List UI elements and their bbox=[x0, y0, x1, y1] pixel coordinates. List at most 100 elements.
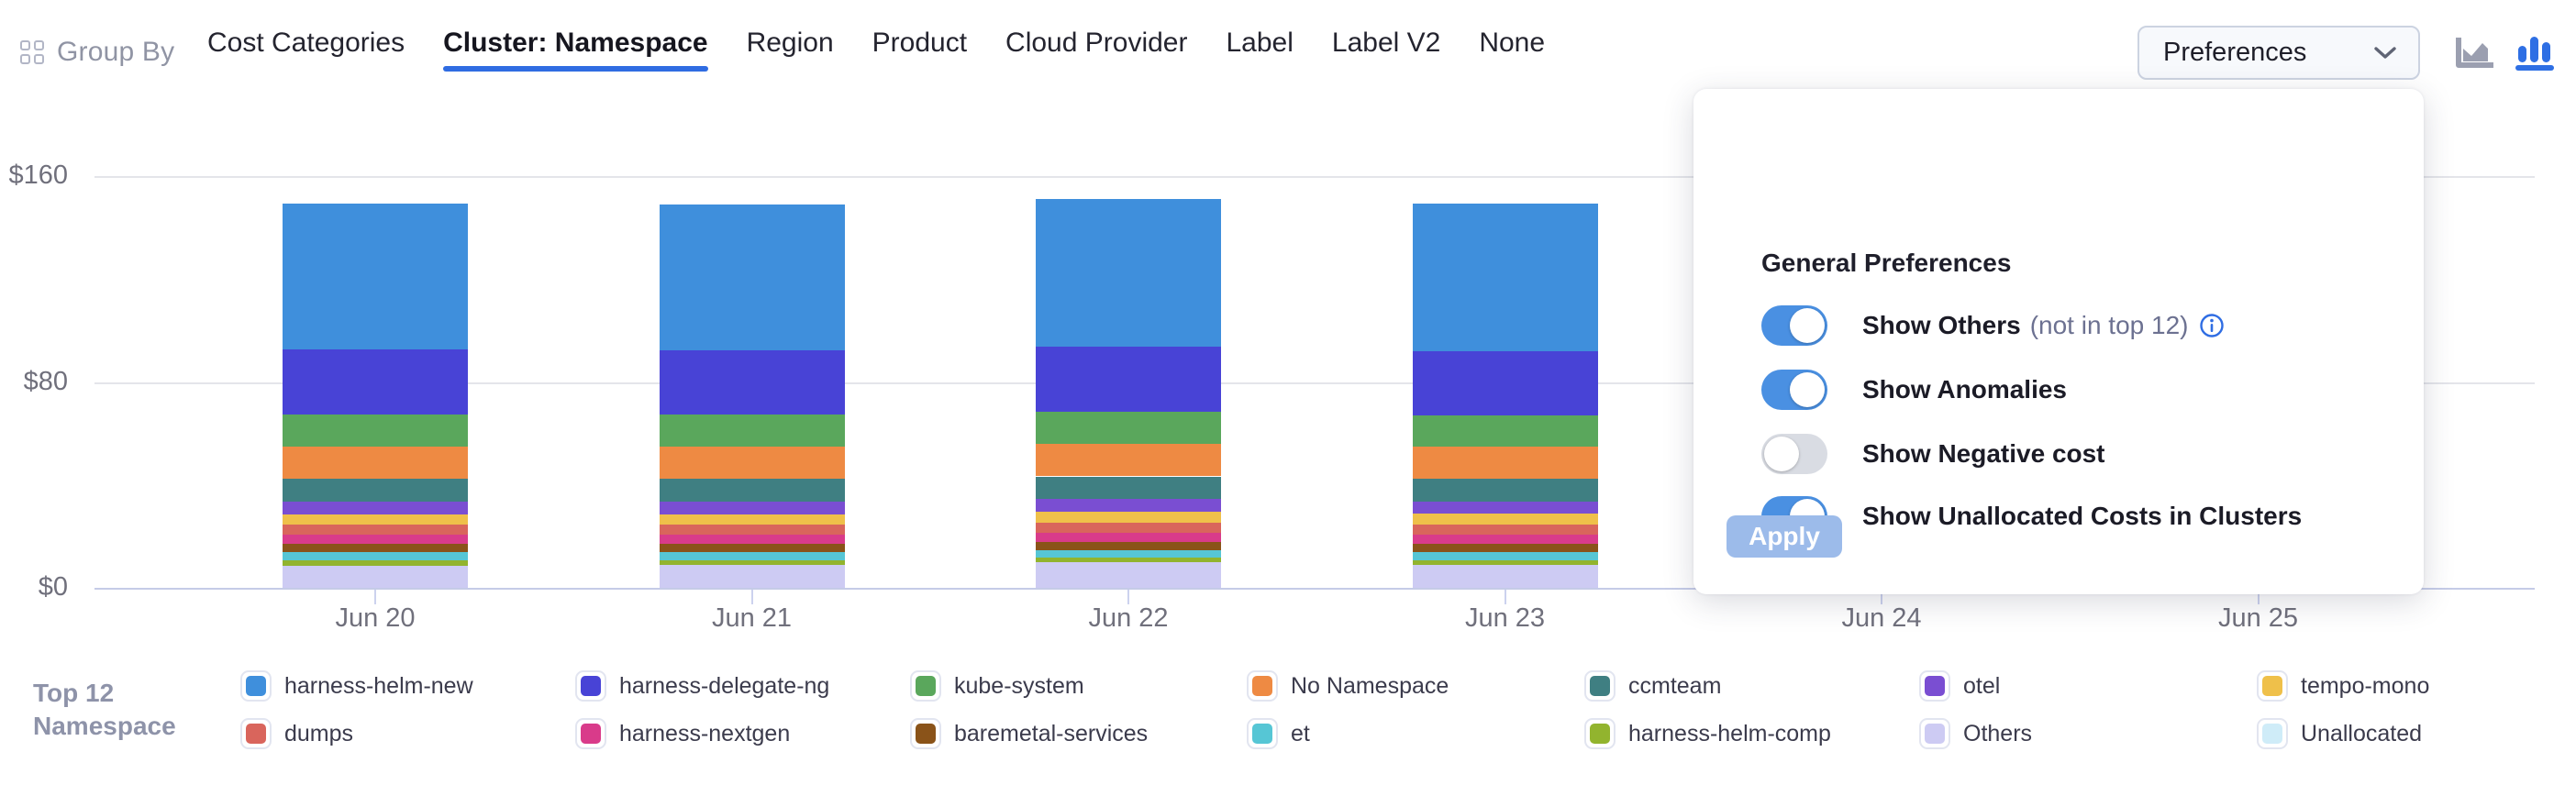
legend-item-harness-delegate-ng[interactable]: harness-delegate-ng bbox=[575, 670, 829, 702]
bar-segment-jun-22-et[interactable] bbox=[1036, 549, 1221, 558]
bar-segment-jun-20-dumps[interactable] bbox=[283, 525, 468, 535]
bar-segment-jun-21-dumps[interactable] bbox=[659, 524, 845, 535]
bar-segment-jun-23-harness-helm-new[interactable] bbox=[1412, 204, 1598, 351]
bar-segment-jun-23-otel[interactable] bbox=[1412, 501, 1598, 514]
bar-segment-jun-23-baremetal-services[interactable] bbox=[1412, 544, 1598, 552]
x-axis-label: Jun 22 bbox=[1088, 603, 1169, 633]
legend-item-tempo-mono[interactable]: tempo-mono bbox=[2257, 670, 2429, 702]
bar-segment-jun-23-tempo-mono[interactable] bbox=[1412, 514, 1598, 525]
tab-cluster-namespace[interactable]: Cluster: Namespace bbox=[443, 28, 709, 72]
tab-cost-categories[interactable]: Cost Categories bbox=[207, 28, 405, 58]
legend-color-chip bbox=[1919, 718, 1950, 749]
bar-segment-jun-20-harness-helm-new[interactable] bbox=[283, 203, 468, 350]
bar-segment-jun-20-kube-system[interactable] bbox=[283, 414, 468, 447]
legend-item-otel[interactable]: otel bbox=[1919, 670, 2000, 702]
bar-segment-jun-22-others[interactable] bbox=[1036, 561, 1221, 588]
legend-item-label: harness-helm-new bbox=[284, 672, 473, 699]
x-axis-tick bbox=[2257, 590, 2260, 604]
legend-title-line: Namespace bbox=[33, 712, 176, 740]
legend-item-harness-helm-new[interactable]: harness-helm-new bbox=[240, 670, 473, 702]
bar-segment-jun-20-harness-delegate-ng[interactable] bbox=[283, 349, 468, 415]
toggle-switch-on[interactable] bbox=[1761, 305, 1827, 346]
toggle-switch-on[interactable] bbox=[1761, 370, 1827, 410]
legend-item-unallocated[interactable]: Unallocated bbox=[2257, 718, 2422, 749]
bar-segment-jun-23-et[interactable] bbox=[1412, 551, 1598, 560]
bar-segment-jun-22-harness-helm-new[interactable] bbox=[1036, 199, 1221, 348]
legend-item-kube-system[interactable]: kube-system bbox=[910, 670, 1084, 702]
bar-segment-jun-23-dumps[interactable] bbox=[1412, 524, 1598, 535]
bar-segment-jun-20-harness-helm-comp[interactable] bbox=[283, 560, 468, 566]
bar-segment-jun-22-harness-nextgen[interactable] bbox=[1036, 532, 1221, 543]
bar-segment-jun-23-harness-delegate-ng[interactable] bbox=[1412, 350, 1598, 415]
legend-item-others[interactable]: Others bbox=[1919, 718, 2032, 749]
bar-segment-jun-22-tempo-mono[interactable] bbox=[1036, 511, 1221, 523]
bar-segment-jun-20-baremetal-services[interactable] bbox=[283, 544, 468, 553]
legend-color-chip bbox=[2257, 718, 2288, 749]
legend-item-label: ccmteam bbox=[1628, 672, 1722, 699]
bar-segment-jun-22-baremetal-services[interactable] bbox=[1036, 542, 1221, 550]
bar-segment-jun-21-harness-helm-new[interactable] bbox=[659, 204, 845, 350]
preferences-dropdown-button[interactable]: Preferences bbox=[2137, 26, 2420, 80]
bar-segment-jun-23-others[interactable] bbox=[1412, 564, 1598, 588]
legend-item-baremetal-services[interactable]: baremetal-services bbox=[910, 718, 1148, 749]
bar-segment-jun-23-harness-nextgen[interactable] bbox=[1412, 534, 1598, 544]
bar-segment-jun-21-harness-helm-comp[interactable] bbox=[659, 559, 845, 566]
info-icon[interactable] bbox=[2199, 313, 2225, 338]
toggle-label: Show Anomalies bbox=[1862, 375, 2068, 404]
bar-segment-jun-21-kube-system[interactable] bbox=[659, 415, 845, 448]
toggle-row-show-unallocated-costs-in-clusters: Show Unallocated Costs in Clusters bbox=[1761, 496, 2302, 536]
tab-region[interactable]: Region bbox=[746, 28, 834, 58]
bar-segment-jun-21-no-namespace[interactable] bbox=[659, 447, 845, 480]
bar-segment-jun-20-ccmteam[interactable] bbox=[283, 479, 468, 503]
bar-segment-jun-23-kube-system[interactable] bbox=[1412, 415, 1598, 448]
bar-segment-jun-21-harness-nextgen[interactable] bbox=[659, 534, 845, 545]
bar-segment-jun-21-ccmteam[interactable] bbox=[659, 479, 845, 502]
bar-segment-jun-20-otel[interactable] bbox=[283, 502, 468, 514]
bar-segment-jun-22-no-namespace[interactable] bbox=[1036, 444, 1221, 477]
bar-segment-jun-21-baremetal-services[interactable] bbox=[659, 544, 845, 553]
legend-item-no-namespace[interactable]: No Namespace bbox=[1247, 670, 1449, 702]
legend-color-chip bbox=[1919, 670, 1950, 702]
bar-segment-jun-20-others[interactable] bbox=[283, 565, 468, 588]
x-axis-label: Jun 21 bbox=[711, 603, 793, 633]
bar-segment-jun-22-kube-system[interactable] bbox=[1036, 412, 1221, 445]
legend-item-ccmteam[interactable]: ccmteam bbox=[1584, 670, 1721, 702]
legend-item-et[interactable]: et bbox=[1247, 718, 1310, 749]
x-axis-label: Jun 23 bbox=[1464, 603, 1546, 633]
bar-segment-jun-22-harness-helm-comp[interactable] bbox=[1036, 558, 1221, 562]
bar-segment-jun-20-tempo-mono[interactable] bbox=[283, 514, 468, 525]
legend-item-label: baremetal-services bbox=[954, 720, 1149, 746]
tab-label-v2[interactable]: Label V2 bbox=[1331, 28, 1441, 58]
tab-product[interactable]: Product bbox=[872, 28, 968, 58]
bar-chart-icon-selected[interactable] bbox=[2515, 37, 2554, 71]
area-chart-icon[interactable] bbox=[2455, 38, 2495, 71]
bar-segment-jun-21-tempo-mono[interactable] bbox=[659, 514, 845, 525]
tab-cloud-provider[interactable]: Cloud Provider bbox=[1005, 28, 1188, 58]
bar-segment-jun-22-ccmteam[interactable] bbox=[1036, 476, 1221, 500]
bar-segment-jun-22-harness-delegate-ng[interactable] bbox=[1036, 347, 1221, 413]
legend-color-chip bbox=[910, 718, 941, 749]
bar-segment-jun-21-harness-delegate-ng[interactable] bbox=[659, 349, 845, 415]
bar-segment-jun-21-et[interactable] bbox=[659, 552, 845, 560]
y-axis-label: $160 bbox=[8, 160, 68, 190]
bar-segment-jun-21-otel[interactable] bbox=[659, 501, 845, 514]
bar-segment-jun-20-harness-nextgen[interactable] bbox=[283, 534, 468, 545]
legend-item-dumps[interactable]: dumps bbox=[240, 718, 353, 749]
legend-color-chip bbox=[2257, 670, 2288, 702]
bar-segment-jun-22-otel[interactable] bbox=[1036, 499, 1221, 512]
bar-segment-jun-21-others[interactable] bbox=[659, 565, 845, 588]
bar-segment-jun-23-harness-helm-comp[interactable] bbox=[1412, 559, 1598, 565]
legend-color-chip bbox=[1247, 718, 1278, 749]
tab-none[interactable]: None bbox=[1479, 28, 1546, 58]
bar-segment-jun-20-et[interactable] bbox=[283, 552, 468, 561]
tab-label[interactable]: Label bbox=[1226, 28, 1294, 58]
toggle-switch-off[interactable] bbox=[1761, 434, 1827, 474]
legend-item-harness-nextgen[interactable]: harness-nextgen bbox=[575, 718, 790, 749]
bar-segment-jun-23-no-namespace[interactable] bbox=[1412, 447, 1598, 480]
toggle-row-show-others: Show Others (not in top 12) bbox=[1761, 305, 2225, 346]
apply-button[interactable]: Apply bbox=[1727, 515, 1842, 558]
bar-segment-jun-23-ccmteam[interactable] bbox=[1412, 479, 1598, 502]
legend-item-harness-helm-comp[interactable]: harness-helm-comp bbox=[1584, 718, 1831, 749]
bar-segment-jun-20-no-namespace[interactable] bbox=[283, 446, 468, 480]
bar-segment-jun-22-dumps[interactable] bbox=[1036, 522, 1221, 533]
